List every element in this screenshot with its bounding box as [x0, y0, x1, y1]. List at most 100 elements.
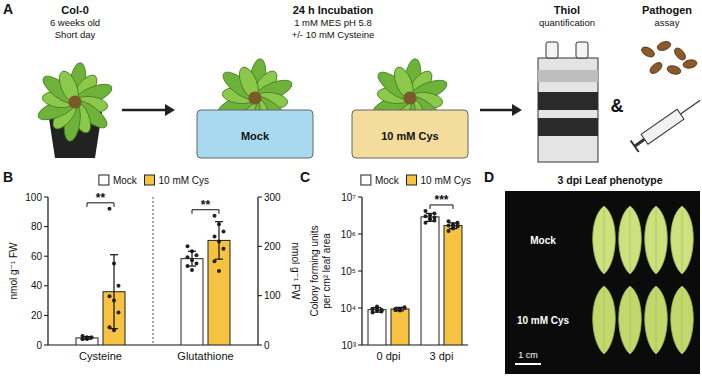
hplc-bottle [546, 42, 558, 58]
data-point [217, 269, 221, 273]
data-point [117, 310, 121, 314]
tick-label: 0 [264, 340, 270, 351]
legend-swatch [145, 175, 155, 185]
error-cap [110, 328, 118, 329]
tick [44, 226, 48, 227]
syringe-plunger [635, 139, 645, 146]
error-line [376, 308, 377, 313]
y-axis-label: per cm² leaf area [321, 233, 332, 309]
hplc-body [538, 58, 598, 162]
leaf-vein [630, 210, 631, 272]
error-cap [110, 254, 118, 255]
data-point [186, 255, 190, 259]
error-bar [188, 251, 196, 266]
syringe-barrel [641, 109, 684, 144]
arrow [122, 109, 167, 112]
tick-label: 100 [264, 290, 281, 301]
error-line [218, 222, 219, 259]
legend-label: 10 mM Cys [421, 175, 472, 186]
row-label: 10 mM Cys [517, 315, 570, 326]
y-axis [47, 197, 48, 345]
figure: ABCDCol-06 weeks oldShort day24 h Incuba… [0, 0, 702, 380]
tick [358, 308, 362, 309]
tick-label: 60 [31, 251, 43, 262]
error-bar [449, 223, 457, 229]
data-point [433, 219, 437, 223]
error-line [452, 223, 453, 229]
significance: *** [434, 193, 448, 207]
plant [35, 62, 114, 143]
data-point [222, 247, 226, 251]
tick-label: 10⁷ [341, 192, 356, 203]
error-cap [373, 312, 381, 313]
tick-label: 10³ [342, 340, 357, 351]
data-point [117, 284, 121, 288]
data-point [380, 308, 384, 312]
error-bar [396, 307, 404, 310]
leaf-photo [645, 286, 668, 354]
row-label: Mock [530, 235, 556, 246]
joiner: & [611, 96, 624, 116]
tick-label: 10⁵ [341, 266, 356, 277]
data-point [222, 230, 226, 234]
tick [44, 345, 48, 346]
tick-label: 40 [31, 280, 43, 291]
error-cap [373, 307, 381, 308]
tick-label: 10⁴ [341, 303, 356, 314]
category-label: Cysteine [79, 350, 122, 362]
data-point [424, 214, 428, 218]
error-cap [215, 221, 223, 222]
y-axis-label: nmol g⁻¹ FW [8, 242, 19, 300]
leaf-photo [671, 286, 694, 354]
data-point [424, 209, 428, 213]
y2-axis-label: nmol g⁻¹ FW [290, 243, 301, 301]
tick [258, 345, 262, 346]
error-bar [373, 308, 381, 313]
data-point [394, 308, 398, 312]
category-label: Glutathione [177, 350, 233, 362]
marks [76, 207, 230, 345]
y2-axis [257, 197, 258, 345]
bar [181, 259, 203, 345]
hplc-module [538, 92, 598, 110]
leaf-photo [593, 206, 616, 274]
error-bar [110, 255, 118, 329]
tick-label: 0 [36, 340, 42, 351]
data-point [195, 262, 199, 266]
step-text: quantification [539, 17, 595, 28]
leaf-photo [645, 206, 668, 274]
panel-d: 3 dpi Leaf phenotypeMock10 mM Cys1 cm [505, 174, 700, 374]
rosette-center [248, 91, 261, 104]
syringe-needle [681, 100, 701, 114]
hplc-bottle [576, 42, 588, 58]
rosette-center [403, 91, 416, 104]
data-point [190, 268, 194, 272]
leaf-photo [593, 286, 616, 354]
significance: ** [96, 191, 106, 205]
leaf-vein [604, 210, 605, 272]
arrow [480, 109, 514, 112]
error-cap [426, 221, 434, 222]
bacterium [666, 64, 682, 75]
data-point [213, 214, 217, 218]
leaf-vein [682, 290, 683, 352]
syringe-plunger [631, 140, 639, 151]
leaf-vein [682, 210, 683, 272]
error-line [113, 255, 114, 329]
step-text: 1 mM MES pH 5.8 [294, 17, 372, 28]
tick-label: 300 [264, 192, 281, 203]
category-label: 0 dpi [377, 350, 401, 362]
error-cap [188, 265, 196, 266]
tick-label: 20 [31, 310, 43, 321]
error-cap [449, 222, 457, 223]
leaf-photo [619, 286, 642, 354]
y-axis-label: Colony forming units [309, 225, 320, 316]
bacterium [682, 59, 697, 69]
leaf-vein [604, 290, 605, 352]
panel-a: Col-06 weeks oldShort day24 h Incubation… [35, 4, 702, 162]
tick [44, 256, 48, 257]
step-text: +/- 10 mM Cysteine [292, 29, 375, 40]
panel-label: C [300, 169, 310, 185]
data-point [447, 223, 451, 227]
marks [368, 209, 462, 345]
